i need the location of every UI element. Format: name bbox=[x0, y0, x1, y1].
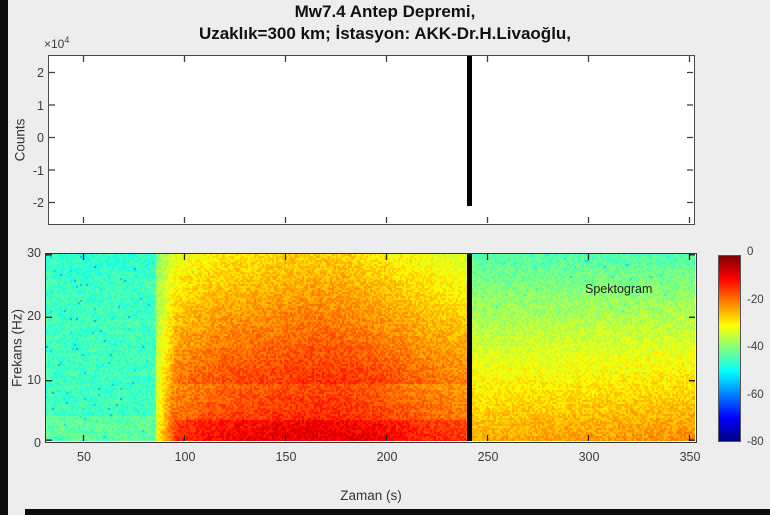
screen-left-edge bbox=[0, 0, 8, 515]
waveform-ytick-label: -2 bbox=[32, 196, 44, 210]
y-axis-multiplier: ×104 bbox=[44, 35, 69, 51]
colorbar-tick-label: -60 bbox=[747, 388, 764, 401]
spectrogram-heatmap bbox=[46, 254, 695, 441]
spectrogram-xtick-label: 50 bbox=[77, 450, 91, 464]
waveform-plot-area bbox=[48, 55, 695, 225]
spectrogram-xtick-label: 150 bbox=[275, 450, 297, 464]
waveform-ytick-label: 0 bbox=[37, 131, 44, 145]
spectrogram-xtick-label: 100 bbox=[174, 450, 196, 464]
spectrogram-xlabel: Zaman (s) bbox=[340, 488, 402, 503]
colorbar-tick-label: -80 bbox=[747, 436, 764, 448]
spectrogram-ytick-label: 20 bbox=[27, 309, 41, 324]
spectrogram-ytick-label: 0 bbox=[34, 436, 41, 450]
colorbar-tick-label: -40 bbox=[747, 341, 764, 353]
colorbar-tick-label: -20 bbox=[747, 293, 764, 306]
spectrogram-overlay bbox=[46, 254, 695, 441]
waveform-trace bbox=[49, 56, 693, 223]
spectrogram-xtick-label: 350 bbox=[679, 450, 701, 464]
spectrogram-xtick-label: 300 bbox=[578, 450, 600, 464]
screen-bottom-edge bbox=[25, 509, 770, 515]
waveform-ytick-label: 2 bbox=[37, 66, 44, 80]
y-axis-multiplier-exp: 4 bbox=[64, 35, 70, 45]
spectrogram-plot-area bbox=[45, 253, 697, 443]
spectrogram-xtick-label: 250 bbox=[477, 450, 499, 464]
y-axis-multiplier-base: ×10 bbox=[44, 37, 65, 51]
figure-title: Mw7.4 Antep Depremi, Uzaklık=300 km; İst… bbox=[60, 1, 710, 45]
waveform-ytick-label: -1 bbox=[32, 163, 44, 178]
spectrogram-xtick-label: 200 bbox=[376, 450, 398, 464]
colorbar bbox=[718, 255, 741, 442]
figure-title-line2: Uzaklık=300 km; İstasyon: AKK-Dr.H.Livao… bbox=[198, 24, 572, 43]
spectrogram-annotation: Spektogram bbox=[585, 282, 653, 296]
colorbar-tick-label: 0 bbox=[747, 246, 754, 258]
figure-title-line1: Mw7.4 Antep Depremi, bbox=[294, 2, 476, 21]
waveform-ytick-label: 1 bbox=[37, 98, 44, 113]
spectrogram-ytick-label: 10 bbox=[27, 372, 41, 387]
spectrogram-ytick-label: 30 bbox=[27, 246, 41, 260]
